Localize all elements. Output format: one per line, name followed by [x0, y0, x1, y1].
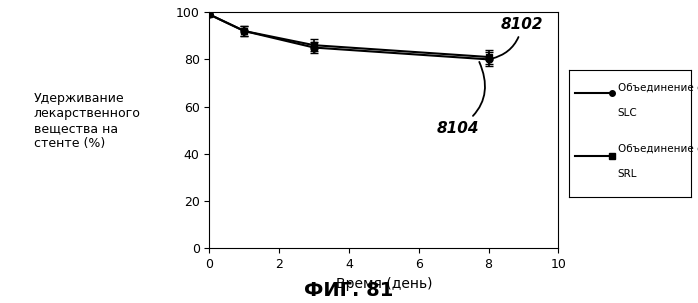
Text: ФИГ. 81: ФИГ. 81 — [304, 281, 394, 300]
Text: Объединение с: Объединение с — [618, 144, 698, 154]
Text: SRL: SRL — [618, 169, 637, 179]
X-axis label: Время (день): Время (день) — [336, 277, 432, 291]
Text: 8102: 8102 — [491, 17, 543, 59]
Text: 8104: 8104 — [436, 62, 485, 136]
Text: SLC: SLC — [618, 108, 637, 118]
Text: Объединение с: Объединение с — [618, 82, 698, 92]
Text: Удерживание
лекарственного
вещества на
стенте (%): Удерживание лекарственного вещества на с… — [34, 92, 141, 150]
